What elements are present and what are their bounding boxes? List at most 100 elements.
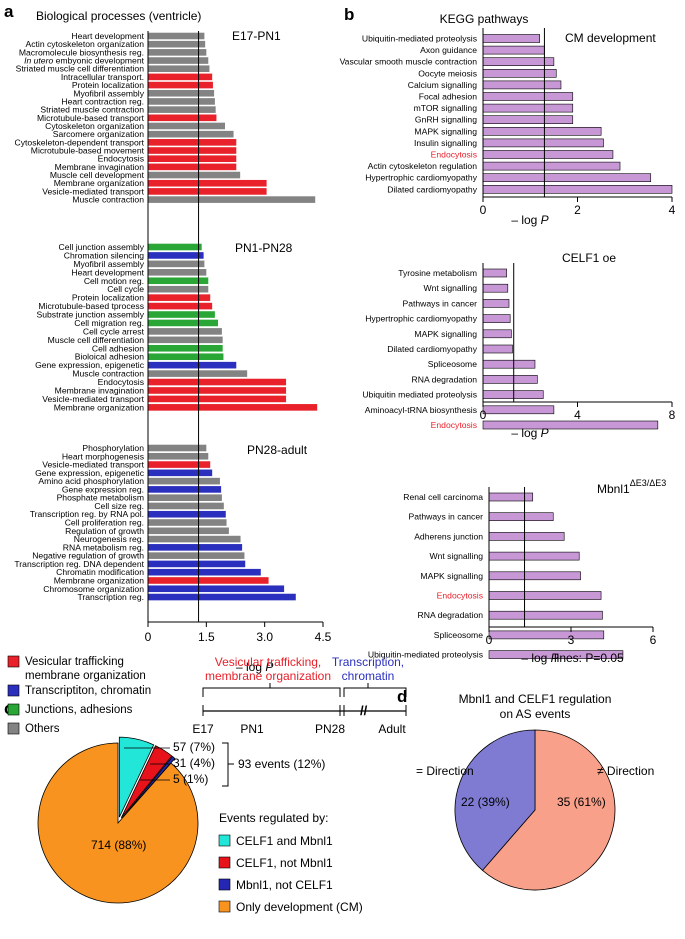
bar-label-pn28-adult-14: Transcription reg. DNA dependent	[14, 559, 144, 569]
kegg-cm-title: CM development	[565, 31, 656, 45]
panel-label-b: b	[344, 5, 354, 24]
bar-e17-pn1-microtubule-based-transport	[148, 114, 217, 122]
legend-swatch-others	[7, 722, 20, 735]
timeline-blue-label-1: Transcription,	[332, 655, 404, 669]
kegg-bar-mbnl1-endocytosis	[488, 591, 602, 600]
pie-c-bracket	[222, 742, 234, 787]
kegg-tick-label-2-2: 6	[650, 633, 657, 647]
bar-e17-pn1-membrane-invagination	[148, 163, 237, 171]
kegg-bar-mbnl1-wnt-signalling	[488, 551, 580, 561]
bar-pn1-pn28-gene-expression-epigenetic	[148, 361, 237, 369]
pie-c-legend-title: Events regulated by:	[219, 811, 328, 825]
bar-pn28-adult-regulation-of-growth	[148, 527, 229, 535]
kegg-bar-cm-development-hypertrophic-cardiomyopathy	[482, 173, 652, 182]
kegg-bar-mbnl1-ubiquitin-mediated-proteolysis	[488, 650, 624, 659]
kegg-tick-label-0-0: 0	[480, 203, 487, 217]
bar-pn1-pn28-microtubule-based-tprocess	[148, 302, 213, 310]
bar-pn1-pn28-membrane-invagination	[148, 387, 287, 394]
timeline-blue-bracket	[343, 683, 407, 697]
pie-c-label-31: 31 (4%)	[173, 756, 215, 770]
bar-label-pn28-adult-4: Amino acid phosphorylation	[38, 476, 144, 486]
bar-e17-pn1-cytoskeleton-organization	[148, 122, 225, 130]
kegg-label-cm-development-12: Hypertrophic cardiomyopathy	[365, 173, 477, 183]
kegg-bar-celf1-oe-pathways-in-cancer	[482, 299, 510, 308]
bar-label-pn1-pn28-15: Muscle contraction	[72, 369, 144, 379]
bar-pn28-adult-gene-expression-epigenetic	[148, 469, 213, 477]
bar-label-e17-pn1-13: Cytoskeleton-dependent transport	[15, 137, 145, 147]
pie-c-label-714: 714 (88%)	[91, 838, 146, 852]
bar-label-e17-pn1-5: Intracellular transport.	[61, 72, 144, 82]
kegg-threshold-note: lines: P=0.05	[554, 651, 624, 665]
pie-c-slice-only-development-cm	[37, 742, 199, 904]
kegg-label-mbnl1-0: Renal cell carcinoma	[403, 492, 483, 502]
bar-label-e17-pn1-0: Heart development	[71, 31, 144, 41]
bar-e17-pn1-striated-muscle-contraction	[148, 106, 216, 113]
bar-label-e17-pn1-10: Microtubule-based transport	[37, 113, 145, 123]
bar-label-pn28-adult-10: Regulation of growth	[65, 526, 144, 536]
panel-d-pie	[454, 729, 616, 891]
bar-label-e17-pn1-16: Membrane invagination	[55, 162, 145, 172]
kegg-bar-mbnl1-mapk-signalling	[488, 571, 581, 581]
kegg-bar-mbnl1-rna-degradation	[488, 610, 603, 620]
bar-label-pn28-adult-15: Chromatin modification	[56, 567, 144, 577]
bar-pn1-pn28-endocytosis	[148, 378, 287, 386]
kegg-mbnl1-xlabel: – log P	[521, 651, 558, 665]
bar-e17-pn1-in-utero-embyonic-development	[148, 57, 209, 64]
kegg-label-cm-development-5: Focal adhesion	[419, 92, 478, 102]
bar-pn28-adult-heart-morphogenesis	[148, 452, 209, 460]
bar-pn28-adult-rna-metabolism-reg	[148, 544, 243, 551]
bar-pn28-adult-vesicle-mediated-transport	[148, 461, 211, 468]
kegg-bar-celf1-oe-dilated-cardiomyopathy	[482, 344, 513, 354]
kegg-label-cm-development-1: Axon guidance	[420, 45, 477, 55]
kegg-bar-celf1-oe-ubiquitin-mediated-proteolysis	[482, 390, 544, 399]
bar-e17-pn1-macromolecule-biosynthesis-reg	[148, 49, 207, 56]
bar-pn1-pn28-cell-cycle-arrest	[148, 328, 222, 335]
kegg-label-celf1-oe-3: Hypertrophic cardiomyopathy	[365, 314, 477, 324]
group-title-e17-pn1: E17-PN1	[232, 29, 281, 43]
bar-label-e17-pn1-7: Myofibril assembly	[73, 88, 144, 98]
kegg-bar-cm-development-vascular-smooth-muscle-contraction	[482, 57, 555, 67]
kegg-bar-celf1-oe-hypertrophic-cardiomyopathy	[482, 314, 511, 323]
kegg-bar-celf1-oe-spliceosome	[482, 359, 536, 369]
bar-pn1-pn28-cell-motion-reg	[148, 277, 209, 285]
pie-c-slice-celf1-and-mbnl1	[118, 736, 155, 818]
bar-label-e17-pn1-11: Cytoskeleton organization	[45, 121, 144, 131]
bar-label-e17-pn1-3: In utero embyonic development	[24, 56, 145, 66]
pie-c-legend-label-1: CELF1, not Mbnl1	[236, 856, 333, 870]
bar-pn28-adult-neurogenesis-reg	[148, 535, 241, 543]
kegg-bar-celf1-oe-mapk-signalling	[482, 329, 512, 339]
bar-pn28-adult-chromatin-modification	[148, 568, 261, 576]
kegg-bar-celf1-oe-rna-degradation	[482, 375, 538, 384]
pie-d-slice-equal-direction	[454, 729, 536, 871]
kegg-label-celf1-oe-10: Endocytosis	[431, 420, 477, 430]
kegg-label-mbnl1-4: MAPK signalling	[420, 571, 483, 581]
pie-c-legend-swatch-0	[218, 834, 231, 847]
pie-c-slice-mbnl1-not-celf1	[121, 755, 176, 819]
kegg-bar-cm-development-mtor-signalling	[482, 103, 574, 113]
kegg-label-mbnl1-7: Spliceosome	[434, 630, 483, 640]
timeline-red-label-2: membrane organization	[205, 669, 331, 683]
bar-pn28-adult-transcription-reg-dna-dependent	[148, 560, 246, 568]
panel-a-legend: Vesicular trafficking membrane organizat…	[7, 655, 151, 735]
bar-label-pn1-pn28-16: Endocytosis	[98, 377, 144, 387]
bar-pn28-adult-gene-expression-reg	[148, 486, 222, 493]
kegg-bar-cm-development-oocyte-meiosis	[482, 69, 557, 78]
kegg-cm-xlabel: – log P	[511, 213, 548, 227]
kegg-bar-mbnl1-renal-cell-carcinoma	[488, 492, 534, 502]
kegg-tick-label-1-0: 0	[480, 408, 487, 422]
legend-label-vesicular-1: Vesicular trafficking	[25, 656, 124, 668]
bar-label-e17-pn1-18: Membrane organization	[54, 178, 145, 188]
kegg-bar-mbnl1-adherens-junction	[488, 532, 565, 541]
bar-pn28-adult-membrane-organization	[148, 577, 269, 584]
bar-e17-pn1-heart-contraction-reg	[148, 98, 215, 105]
bar-label-pn1-pn28-3: Heart development	[71, 267, 144, 277]
pie-d-direction-diff: ≠ Direction	[597, 764, 654, 778]
bar-label-pn1-pn28-7: Microtubule-based tprocess	[38, 301, 144, 311]
kegg-bar-celf1-oe-aminoacyl-trna-biosynthesis	[482, 405, 555, 415]
bar-label-pn28-adult-11: Neurogenesis reg.	[74, 534, 144, 544]
panel-a-xlabel: – log P	[236, 660, 273, 674]
pie-c-legend-label-2: Mbnl1, not CELF1	[236, 878, 333, 892]
kegg-bar-cm-development-focal-adhesion	[482, 92, 574, 101]
bar-label-pn1-pn28-14: Gene expression, epigenetic	[35, 360, 145, 370]
kegg-tick-label-1-1: 4	[574, 408, 581, 422]
